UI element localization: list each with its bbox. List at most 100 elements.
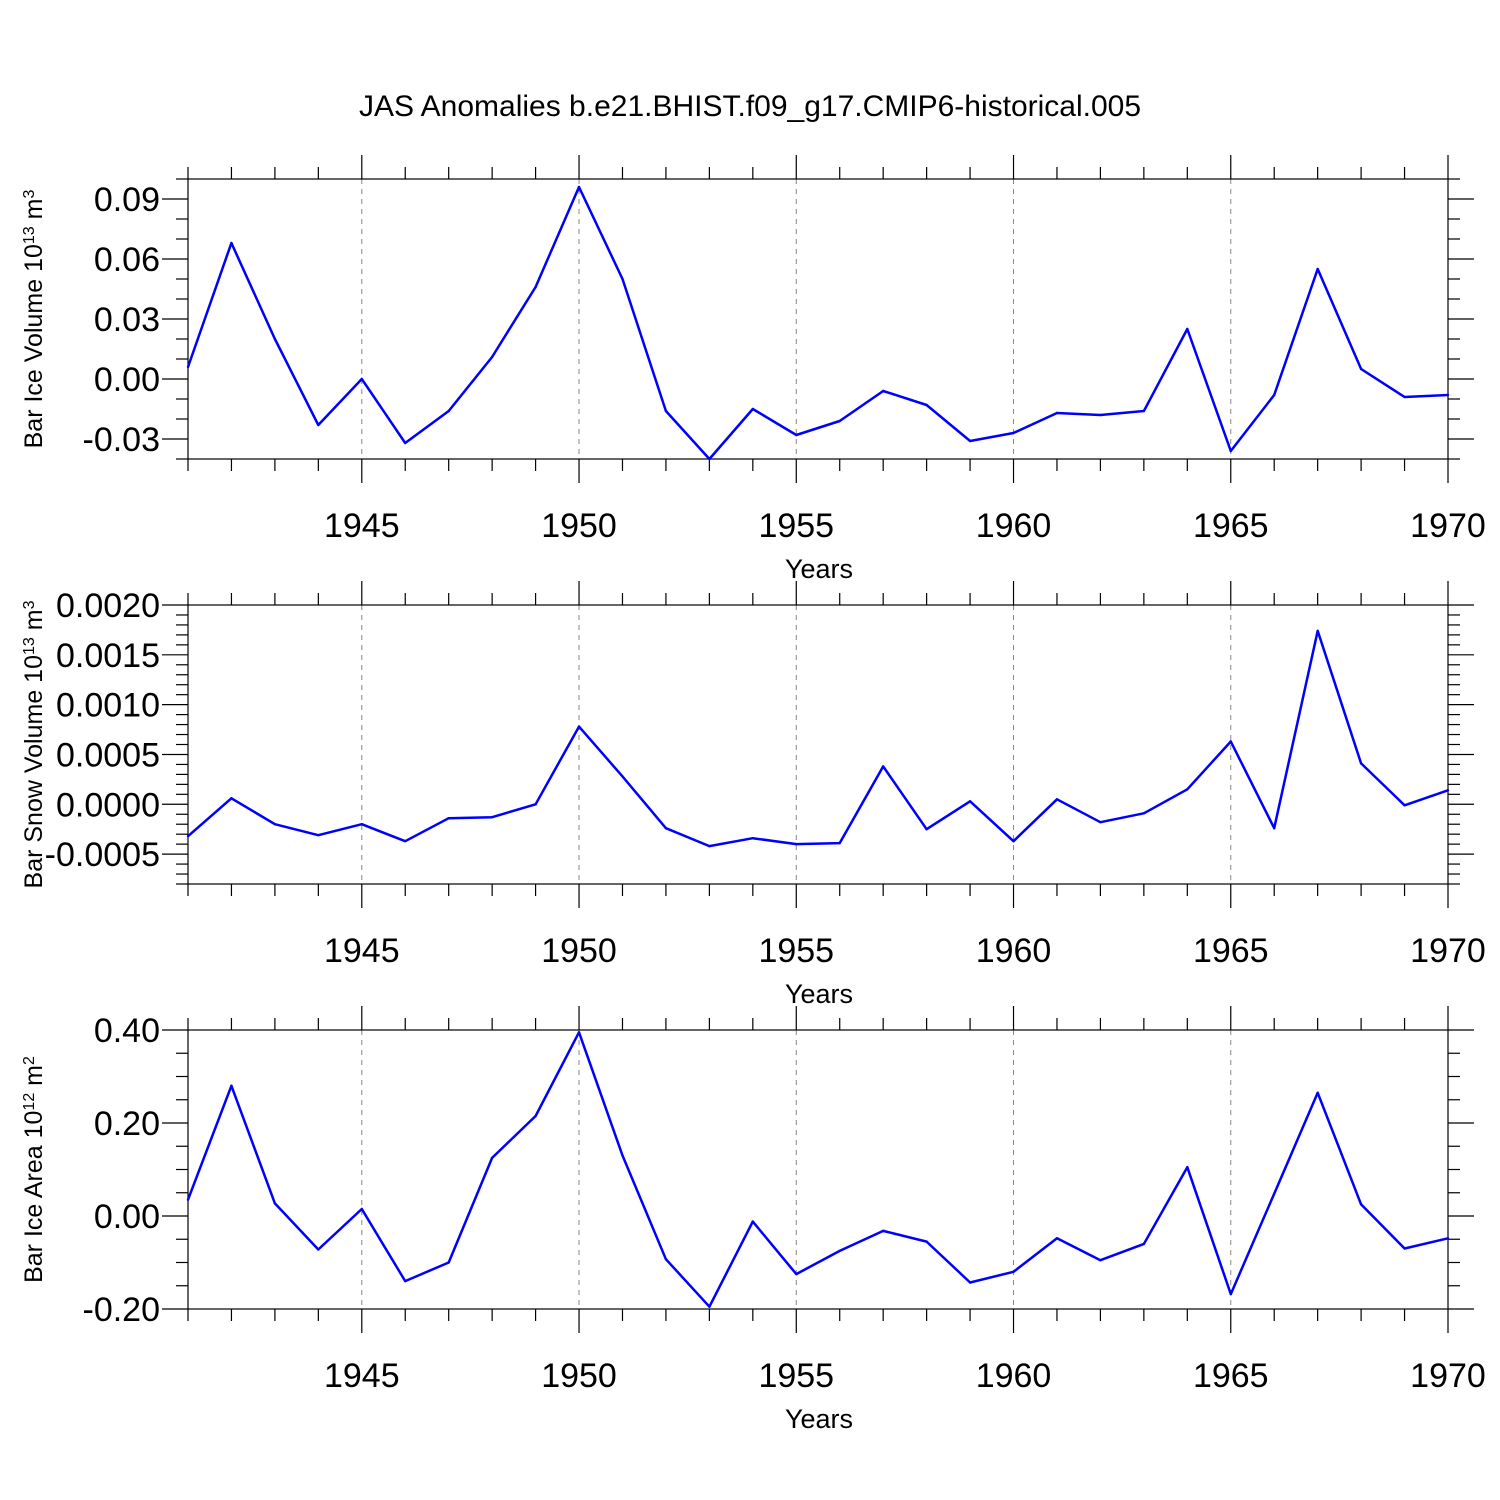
data-point <box>1403 1247 1406 1250</box>
data-point <box>1446 789 1450 792</box>
data-point <box>577 1031 581 1034</box>
series-line <box>187 629 1449 848</box>
y-axis-title: Bar Snow Volume 1013 m3 <box>20 600 48 888</box>
y-tick-label: -0.20 <box>83 1291 161 1329</box>
data-point <box>621 277 624 281</box>
data-point <box>1229 1292 1232 1296</box>
y-tick-label: 0.00 <box>94 361 160 399</box>
data-point <box>708 1305 711 1308</box>
y-tick-label: 0.03 <box>94 301 160 339</box>
data-point <box>1359 367 1363 371</box>
data-point <box>490 1156 494 1160</box>
data-point <box>1012 839 1015 843</box>
data-point <box>360 377 363 381</box>
panels: -0.03 0.00 0.03 0.06 0.09 1945 1950 1955 1960 196… <box>20 155 1486 1434</box>
data-point <box>186 1198 190 1201</box>
x-tick-label: 1965 <box>1193 507 1269 545</box>
x-tick-label: 1960 <box>976 1357 1052 1395</box>
plot-frame <box>187 604 1449 885</box>
data-point <box>968 800 972 803</box>
x-tick-label: 1945 <box>324 1357 400 1395</box>
data-point <box>1099 1258 1102 1262</box>
data-point <box>1055 798 1059 801</box>
data-point <box>751 407 755 411</box>
x-tick-label: 1955 <box>758 932 834 970</box>
data-point <box>1099 821 1102 824</box>
data-point <box>1446 393 1450 397</box>
data-point <box>1142 812 1146 815</box>
data-point <box>1446 1237 1450 1240</box>
data-point <box>1316 267 1319 271</box>
data-point <box>273 1202 277 1205</box>
data-point <box>1186 327 1189 331</box>
y-axis-title: Bar Ice Volume 1013 m3 <box>20 190 48 449</box>
figure-title: JAS Anomalies b.e21.BHIST.f09_g17.CMIP6-… <box>359 90 1141 123</box>
data-point <box>186 834 190 838</box>
data-point <box>1316 629 1319 633</box>
data-point <box>664 827 668 830</box>
data-point <box>1012 431 1015 435</box>
data-point <box>838 419 841 423</box>
panel-1: -0.03 0.00 0.03 0.06 0.09 1945 1950 1955 1960 196… <box>20 155 1486 584</box>
y-tick-label: 0.0000 <box>56 786 160 824</box>
x-tick-label: 1945 <box>324 932 400 970</box>
data-point <box>838 841 841 845</box>
data-point <box>1229 449 1232 453</box>
data-point <box>360 1207 363 1211</box>
data-point <box>230 1084 233 1088</box>
y-tick-label: 0.0005 <box>56 736 160 774</box>
data-point <box>925 827 928 831</box>
data-point <box>273 337 277 341</box>
data-point <box>447 817 450 820</box>
data-point <box>708 844 711 848</box>
x-tick-label: 1950 <box>541 932 617 970</box>
data-point <box>664 409 668 413</box>
data-point <box>1055 411 1059 415</box>
data-point <box>1099 413 1102 417</box>
data-point <box>1316 1091 1319 1094</box>
y-tick-label: 0.06 <box>94 241 160 279</box>
panel-2: -0.0005 0.0000 0.0005 0.0010 0.0015 0.0020 194… <box>20 581 1486 1009</box>
data-point <box>404 839 407 843</box>
data-point <box>751 836 755 840</box>
y-tick-label: 0.0010 <box>56 687 160 725</box>
data-point <box>534 1114 537 1118</box>
data-point <box>360 823 363 826</box>
data-point <box>1055 1237 1059 1240</box>
data-point <box>838 1249 841 1253</box>
data-point <box>795 1272 798 1276</box>
data-point <box>1403 395 1406 399</box>
data-point <box>621 1154 624 1157</box>
data-point <box>1403 804 1406 807</box>
y-tick-label: 0.0015 <box>56 637 160 675</box>
data-point <box>1142 1242 1146 1246</box>
data-point <box>447 409 450 413</box>
data-point <box>404 1279 407 1283</box>
data-point <box>795 842 798 846</box>
x-tick-label: 1960 <box>976 507 1052 545</box>
x-axis-title: Years <box>785 554 853 584</box>
data-point <box>1229 740 1232 743</box>
x-tick-label: 1950 <box>541 1357 617 1395</box>
data-point <box>1359 1203 1363 1206</box>
data-point <box>925 403 928 407</box>
x-tick-label: 1970 <box>1410 932 1486 970</box>
data-point <box>534 285 537 289</box>
y-axis-title: Bar Ice Area 1012 m2 <box>20 1056 48 1283</box>
y-tick-label: 0.09 <box>94 181 160 219</box>
data-point <box>447 1261 450 1264</box>
data-point <box>1273 393 1276 397</box>
data-point <box>1012 1270 1015 1274</box>
x-tick-label: 1965 <box>1193 1357 1269 1395</box>
x-axis-title: Years <box>785 1404 853 1434</box>
x-tick-label: 1970 <box>1410 1357 1486 1395</box>
data-point <box>664 1258 668 1261</box>
x-tick-label: 1955 <box>758 1357 834 1395</box>
data-point <box>1359 762 1363 765</box>
y-tick-label: -0.0005 <box>45 836 160 874</box>
data-point <box>490 355 494 359</box>
y-tick-label: 0.20 <box>94 1105 160 1143</box>
data-point <box>795 433 798 437</box>
x-tick-label: 1960 <box>976 932 1052 970</box>
data-point <box>1273 1192 1276 1195</box>
